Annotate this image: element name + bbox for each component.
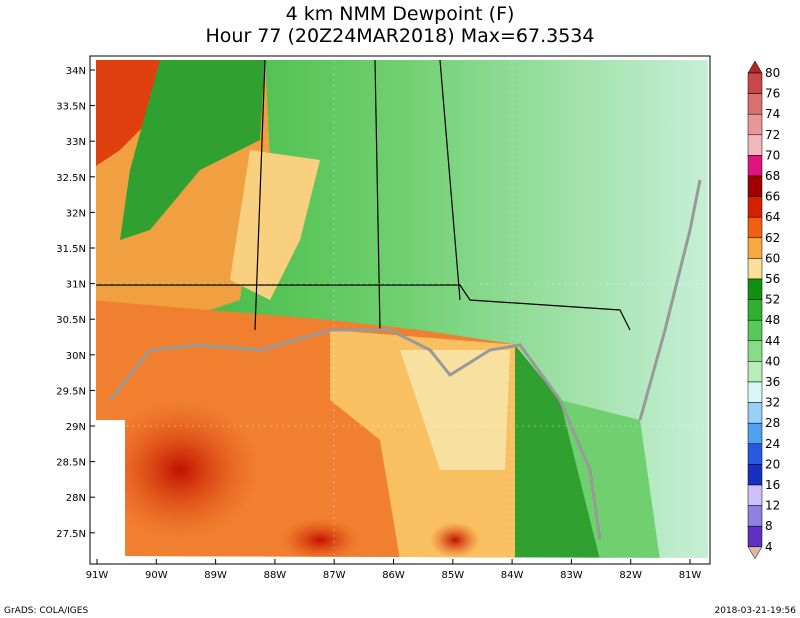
colorbar-label: 36 [765,375,780,389]
lon-label: 91W [86,570,109,581]
colorbar-swatch [747,464,763,486]
colorbar-swatch [747,505,763,527]
colorbar-label: 74 [765,107,780,121]
lon-label: 88W [264,570,287,581]
lat-label: 34N [66,66,86,77]
colorbar-swatch [747,237,763,259]
colorbar-label: 8 [765,519,773,533]
colorbar-label: 68 [765,169,780,183]
lat-label: 31N [66,280,86,291]
lon-label: 82W [619,570,642,581]
dewpoint-field [96,60,708,558]
colorbar-label: 72 [765,128,780,142]
colorbar-swatch [747,155,763,177]
colorbar-arrow [747,60,763,74]
colorbar-swatch [747,134,763,156]
colorbar-swatch [747,525,763,548]
colorbar-swatch [747,299,763,321]
lat-label: 29N [66,422,86,433]
colorbar-label: 64 [765,210,780,224]
lat-label: 32.5N [56,173,86,184]
colorbar-arrow [747,546,763,560]
colorbar-label: 16 [765,478,780,492]
colorbar-label: 4 [765,540,773,554]
lat-label: 28N [66,493,86,504]
title-line: 4 km NMM Dewpoint (F) [286,3,515,25]
title-line: Hour 77 (20Z24MAR2018) Max=67.3534 [206,25,595,47]
colorbar-label: 44 [765,334,780,348]
colorbar-swatch [747,113,763,136]
colorbar-label: 40 [765,354,780,368]
lat-label: 30.5N [56,315,86,326]
colorbar-label: 80 [765,66,780,80]
colorbar-label: 56 [765,272,780,286]
lat-label: 33.5N [56,102,86,113]
lat-label: 32N [66,208,86,219]
footer-right: 2018-03-21-19:56 [715,606,797,616]
lat-label: 28.5N [56,458,86,469]
lon-label: 89W [204,570,227,581]
colorbar-label: 48 [765,313,780,327]
colorbar-swatch [747,361,763,383]
colorbar-label: 12 [765,499,780,513]
map-frame [89,55,711,565]
colorbar-label: 20 [765,457,780,471]
colorbar-label: 60 [765,251,780,265]
lon-label: 90W [145,570,168,581]
colorbar-swatch [747,72,763,94]
colorbar-label: 28 [765,416,780,430]
lon-label: 87W [323,570,346,581]
colorbar-swatch [747,216,763,239]
colorbar-label: 66 [765,190,780,204]
colorbar-label: 62 [765,231,780,245]
colorbar-swatch [747,443,763,465]
colorbar-swatch [747,175,763,197]
colorbar-swatch [747,258,763,280]
colorbar-swatch [747,484,763,506]
colorbar-label: 76 [765,87,780,101]
lat-label: 30N [66,351,86,362]
colorbar-label: 24 [765,437,780,451]
lon-label: 84W [501,570,524,581]
colorbar-swatch [747,381,763,403]
colorbar-swatch [747,340,763,362]
colorbar-label: 52 [765,293,780,307]
lon-label: 81W [679,570,702,581]
colorbar-label: 70 [765,148,780,162]
lat-label: 33N [66,137,86,148]
colorbar-swatch [747,278,763,300]
colorbar-swatch [747,196,763,218]
lat-label: 31.5N [56,244,86,255]
colorbar-label: 32 [765,396,780,410]
colorbar-swatch [747,422,763,445]
lon-label: 85W [441,570,464,581]
lat-label: 29.5N [56,386,86,397]
colorbar-swatch [747,319,763,342]
footer-left: GrADS: COLA/IGES [4,606,88,616]
colorbar-swatch [747,93,763,115]
lat-label: 27.5N [56,529,86,540]
lon-label: 86W [382,570,405,581]
lon-label: 83W [560,570,583,581]
colorbar-swatch [747,402,763,424]
